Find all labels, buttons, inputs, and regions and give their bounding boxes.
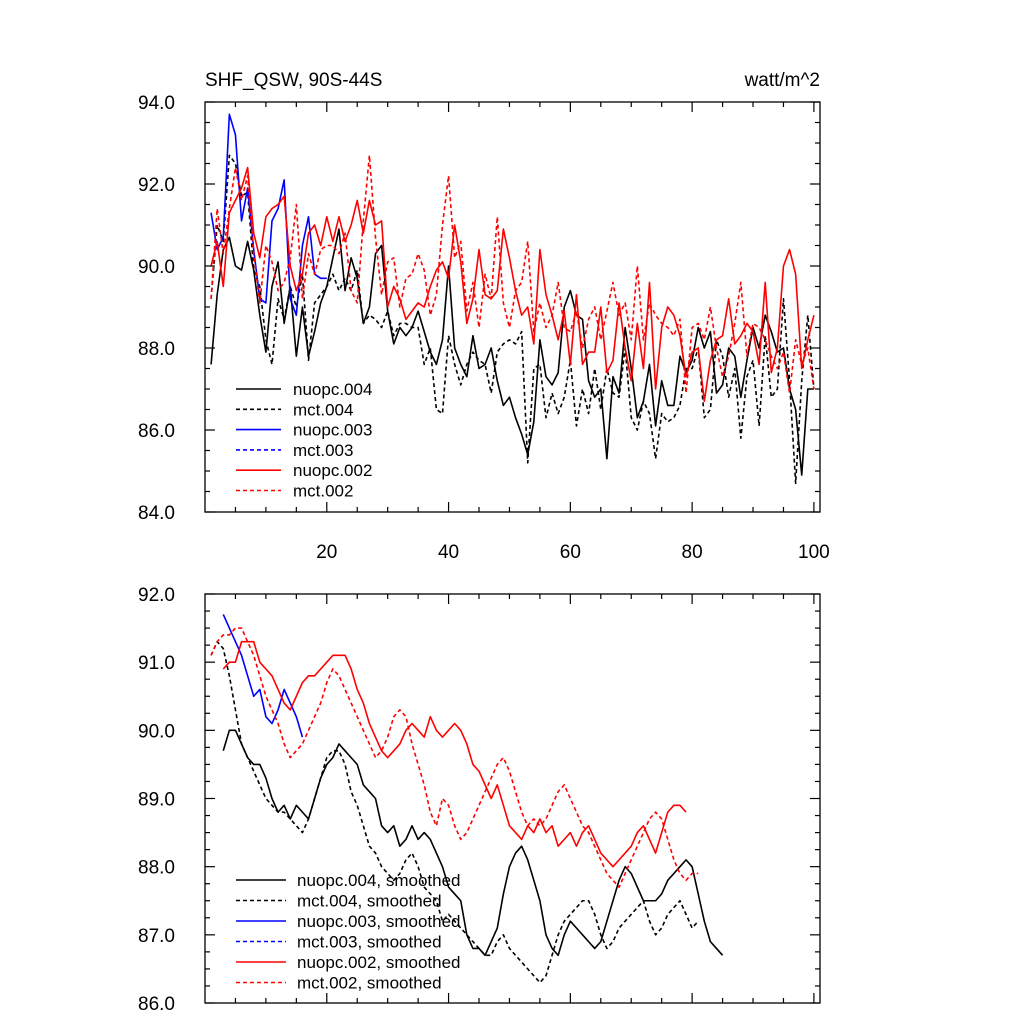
bottom-series-group xyxy=(210,614,724,984)
top-series-nuopc-004 xyxy=(210,228,814,476)
bottom-series-mct-002-smoothed xyxy=(210,627,699,888)
top-chart-title: SHF_QSW, 90S-44S xyxy=(205,70,382,91)
top-ytick-label: 90.0 xyxy=(138,257,175,278)
top-xtick-label: 60 xyxy=(560,542,581,563)
bottom-legend-label: nuopc.003, smoothed xyxy=(297,912,461,931)
bottom-ytick-label: 89.0 xyxy=(138,790,175,811)
bottom-legend-label: mct.002, smoothed xyxy=(297,974,442,993)
top-xtick-label: 80 xyxy=(682,542,703,563)
bottom-legend-label: nuopc.002, smoothed xyxy=(297,953,461,972)
bottom-ytick-label: 90.0 xyxy=(138,721,175,742)
top-xtick-label: 40 xyxy=(438,542,459,563)
bottom-ytick-label: 91.0 xyxy=(138,653,175,674)
top-series-nuopc-003 xyxy=(210,113,327,317)
top-ytick-label: 88.0 xyxy=(138,339,175,360)
bottom-legend-label: nuopc.004, smoothed xyxy=(297,871,461,890)
bottom-series-nuopc-004-smoothed xyxy=(222,729,724,957)
top-ytick-label: 86.0 xyxy=(138,421,175,442)
top-series-group xyxy=(210,113,815,485)
top-xtick-label: 100 xyxy=(798,542,830,563)
top-legend-label: mct.002 xyxy=(293,482,353,501)
top-legend-label: mct.003 xyxy=(293,441,353,460)
top-ytick-label: 92.0 xyxy=(138,175,175,196)
top-legend-label: mct.004 xyxy=(293,400,353,419)
bottom-ytick-label: 86.0 xyxy=(138,994,175,1015)
bottom-ytick-label: 92.0 xyxy=(138,585,175,606)
top-panel: 84.0 86.0 88.0 90.0 92.0 94.0 20 40 60 80 100 nuopc… xyxy=(138,93,830,563)
bottom-series-mct-004-smoothed xyxy=(210,640,699,984)
top-ytick-label: 84.0 xyxy=(138,503,175,524)
top-chart-units: watt/m^2 xyxy=(744,70,820,91)
top-legend-label: nuopc.002 xyxy=(293,461,372,480)
bottom-ytick-label: 88.0 xyxy=(138,858,175,879)
bottom-ytick-label: 87.0 xyxy=(138,926,175,947)
top-legend-label: nuopc.004 xyxy=(293,380,372,399)
bottom-series-nuopc-003-smoothed xyxy=(222,614,304,738)
bottom-panel: 86.0 87.0 88.0 89.0 90.0 91.0 92.0 nuopc.004, s… xyxy=(138,585,821,1015)
bottom-legend-label: mct.003, smoothed xyxy=(297,933,442,952)
top-ytick-label: 94.0 xyxy=(138,93,175,114)
top-series-mct-002 xyxy=(210,154,815,394)
top-xtick-label: 20 xyxy=(316,542,337,563)
top-series-nuopc-002 xyxy=(210,166,815,403)
bottom-series-nuopc-002-smoothed xyxy=(222,640,687,868)
bottom-legend-label: mct.004, smoothed xyxy=(297,892,442,911)
top-series-mct-004 xyxy=(210,154,815,485)
top-legend-label: nuopc.003 xyxy=(293,421,372,440)
